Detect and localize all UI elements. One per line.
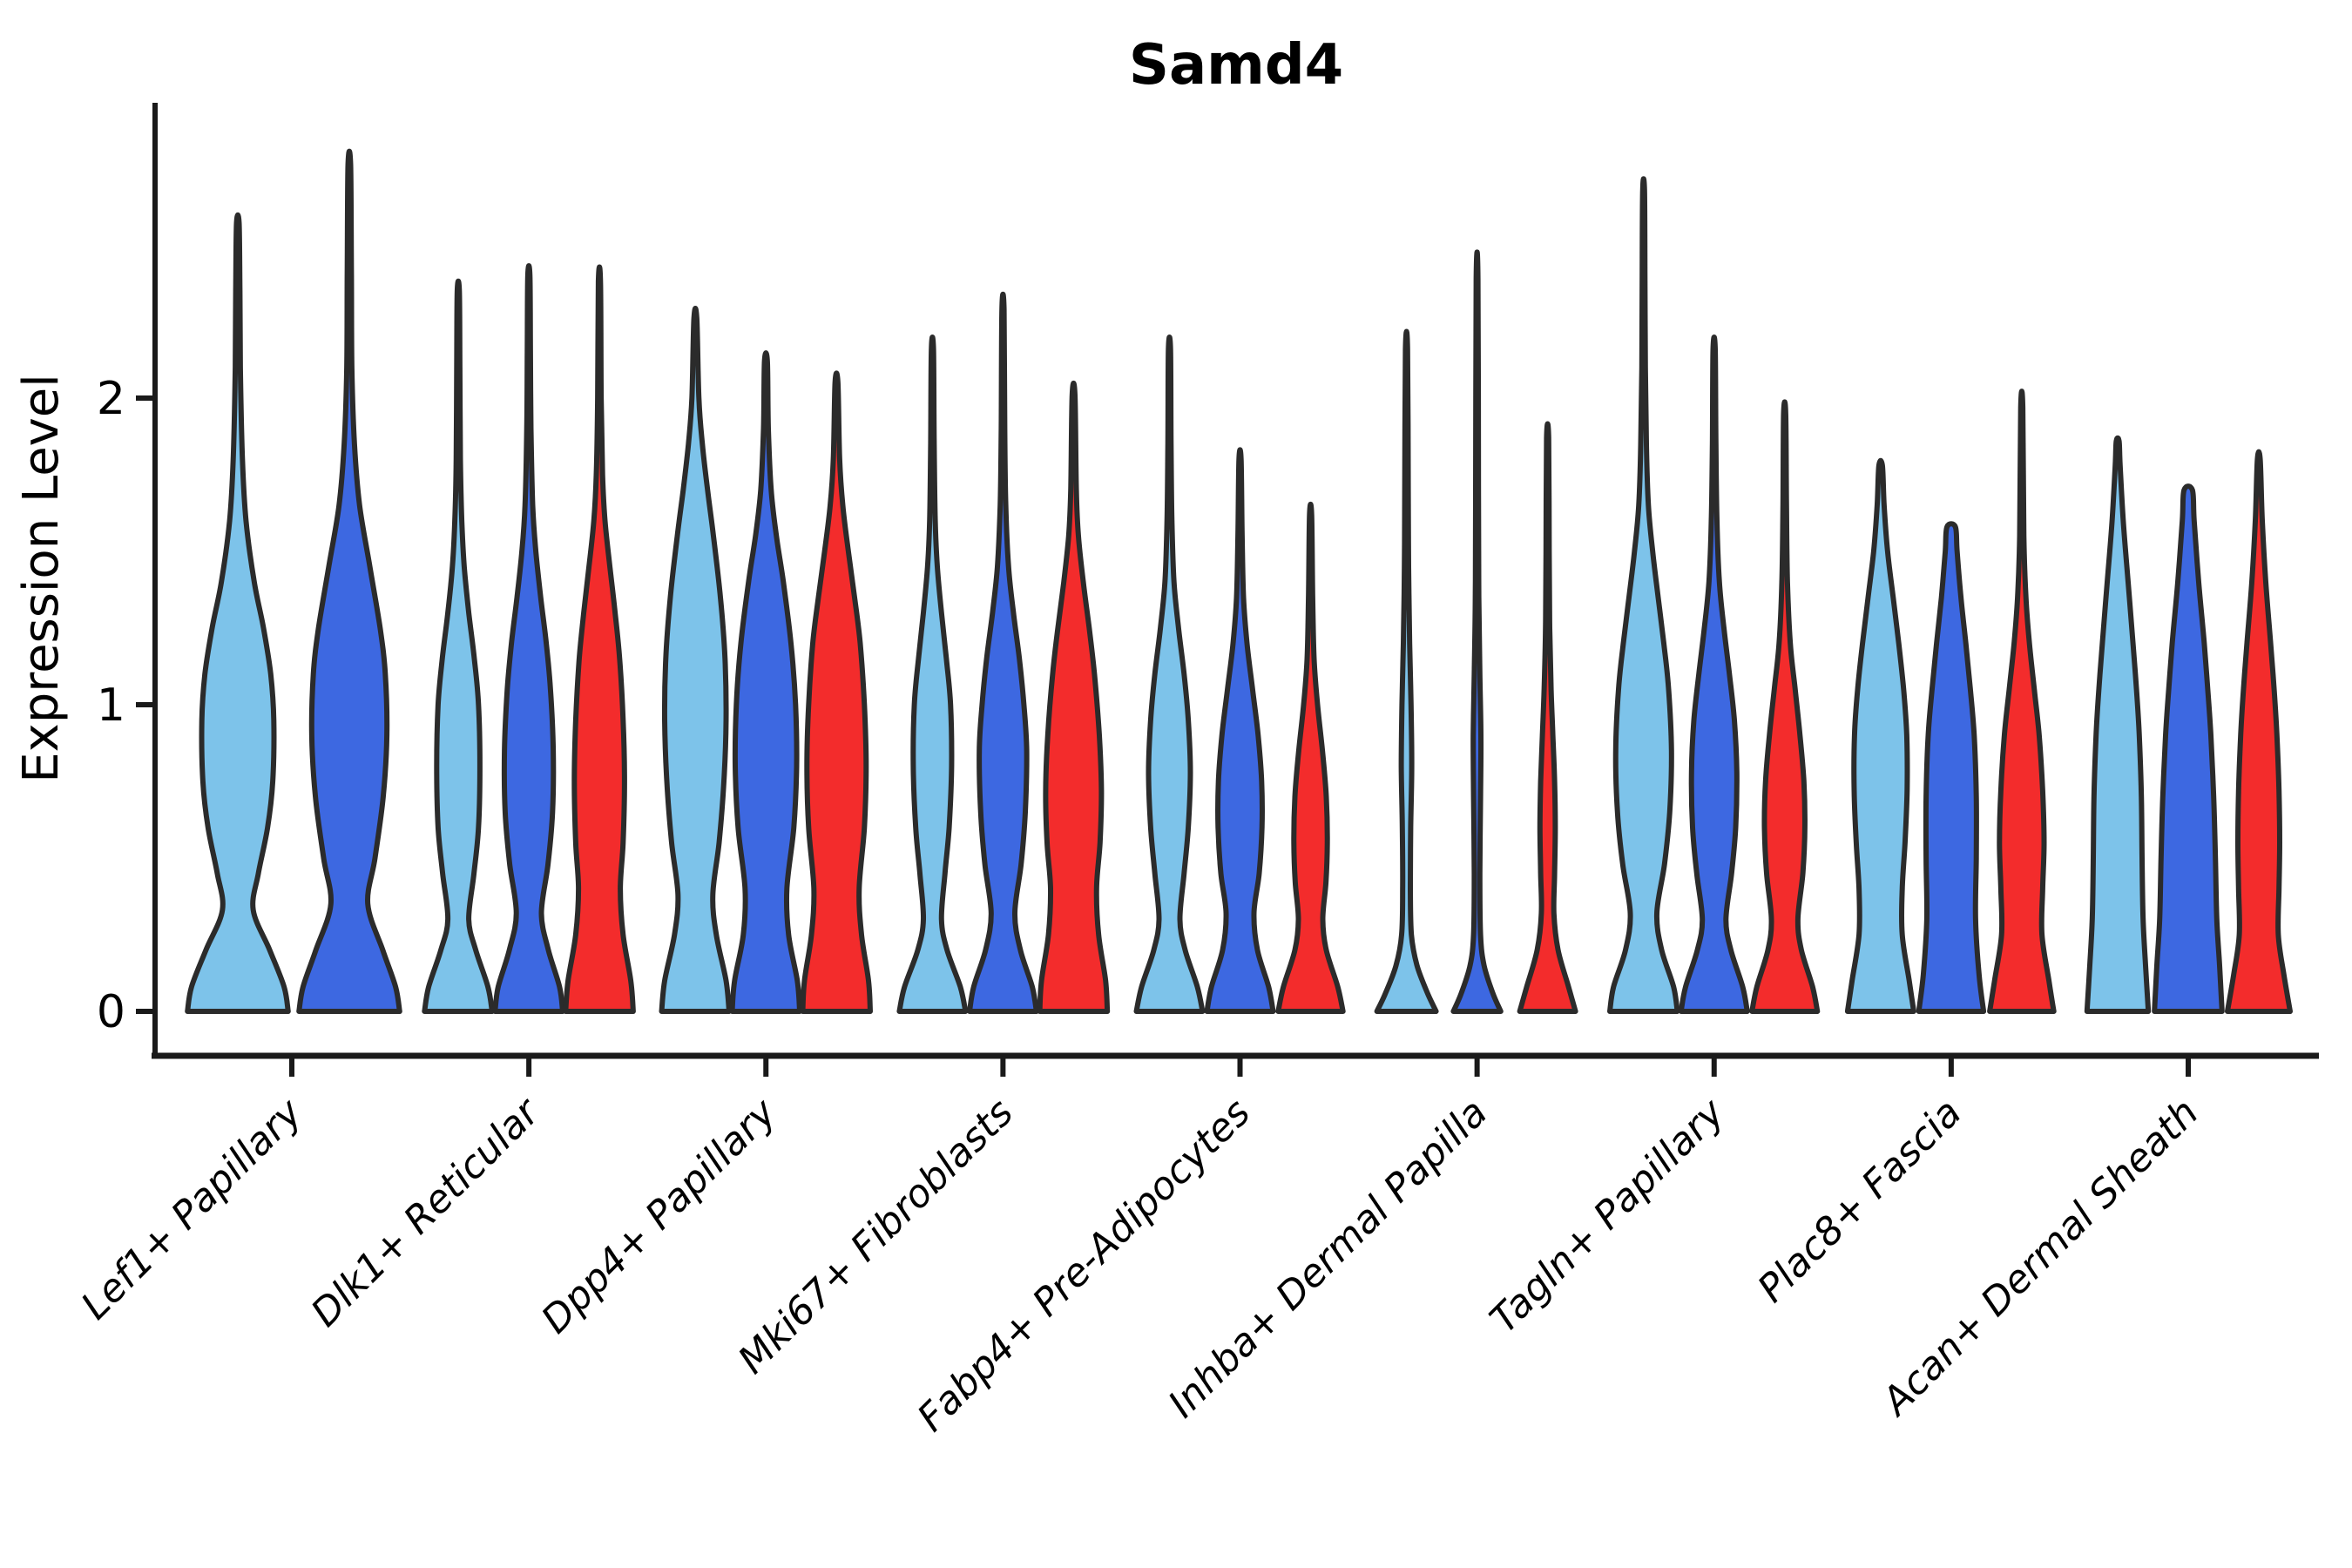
- violin-5-light-blue: [1133, 335, 1206, 1014]
- x-tick-label-7: Tagln+ Papillary: [1482, 1090, 1734, 1342]
- violin-7-dark-blue: [1678, 335, 1750, 1014]
- chart-title: Samd4: [1129, 33, 1343, 98]
- violin-8-light-blue: [1844, 457, 1916, 1014]
- violin-2-red: [563, 264, 636, 1014]
- violin-2-dark-blue: [492, 263, 565, 1014]
- y-tick-label: 1: [97, 679, 125, 732]
- x-tick-label-2: Dlk1+ Reticular: [303, 1089, 550, 1335]
- y-axis-label: Expression Level: [13, 374, 70, 783]
- violin-2-light-blue: [422, 278, 495, 1014]
- y-tick-label: 0: [97, 986, 125, 1038]
- violin-8-red: [1987, 389, 2057, 1014]
- violins-layer: [185, 148, 2293, 1014]
- violin-3-dark-blue: [729, 350, 802, 1014]
- violin-4-red: [1037, 380, 1111, 1014]
- violin-7-light-blue: [1607, 176, 1680, 1014]
- violin-6-dark-blue: [1450, 249, 1504, 1014]
- violin-4-light-blue: [896, 335, 969, 1014]
- violin-8-dark-blue: [1916, 521, 1987, 1014]
- x-tick-label-1: Lef1+ Papillary: [73, 1090, 312, 1328]
- violin-1-dark-blue: [296, 148, 402, 1014]
- violin-1-light-blue: [185, 212, 291, 1014]
- violin-9-light-blue: [2084, 435, 2152, 1014]
- violin-6-light-blue: [1374, 328, 1439, 1014]
- x-tick-label-8: Plac8+ Fascia: [1749, 1091, 1970, 1311]
- violin-5-dark-blue: [1204, 447, 1276, 1014]
- y-tick-label: 2: [97, 373, 125, 425]
- violin-5-red: [1275, 501, 1346, 1014]
- x-tick-label-3: Dpp4+ Papillary: [533, 1090, 786, 1342]
- violin-9-dark-blue: [2152, 483, 2225, 1014]
- violin-7-red: [1749, 399, 1821, 1014]
- violin-4-dark-blue: [967, 291, 1039, 1014]
- violin-6-red: [1517, 421, 1578, 1014]
- violin-3-red: [800, 370, 873, 1014]
- violin-9-red: [2225, 449, 2293, 1014]
- violin-3-light-blue: [659, 306, 732, 1014]
